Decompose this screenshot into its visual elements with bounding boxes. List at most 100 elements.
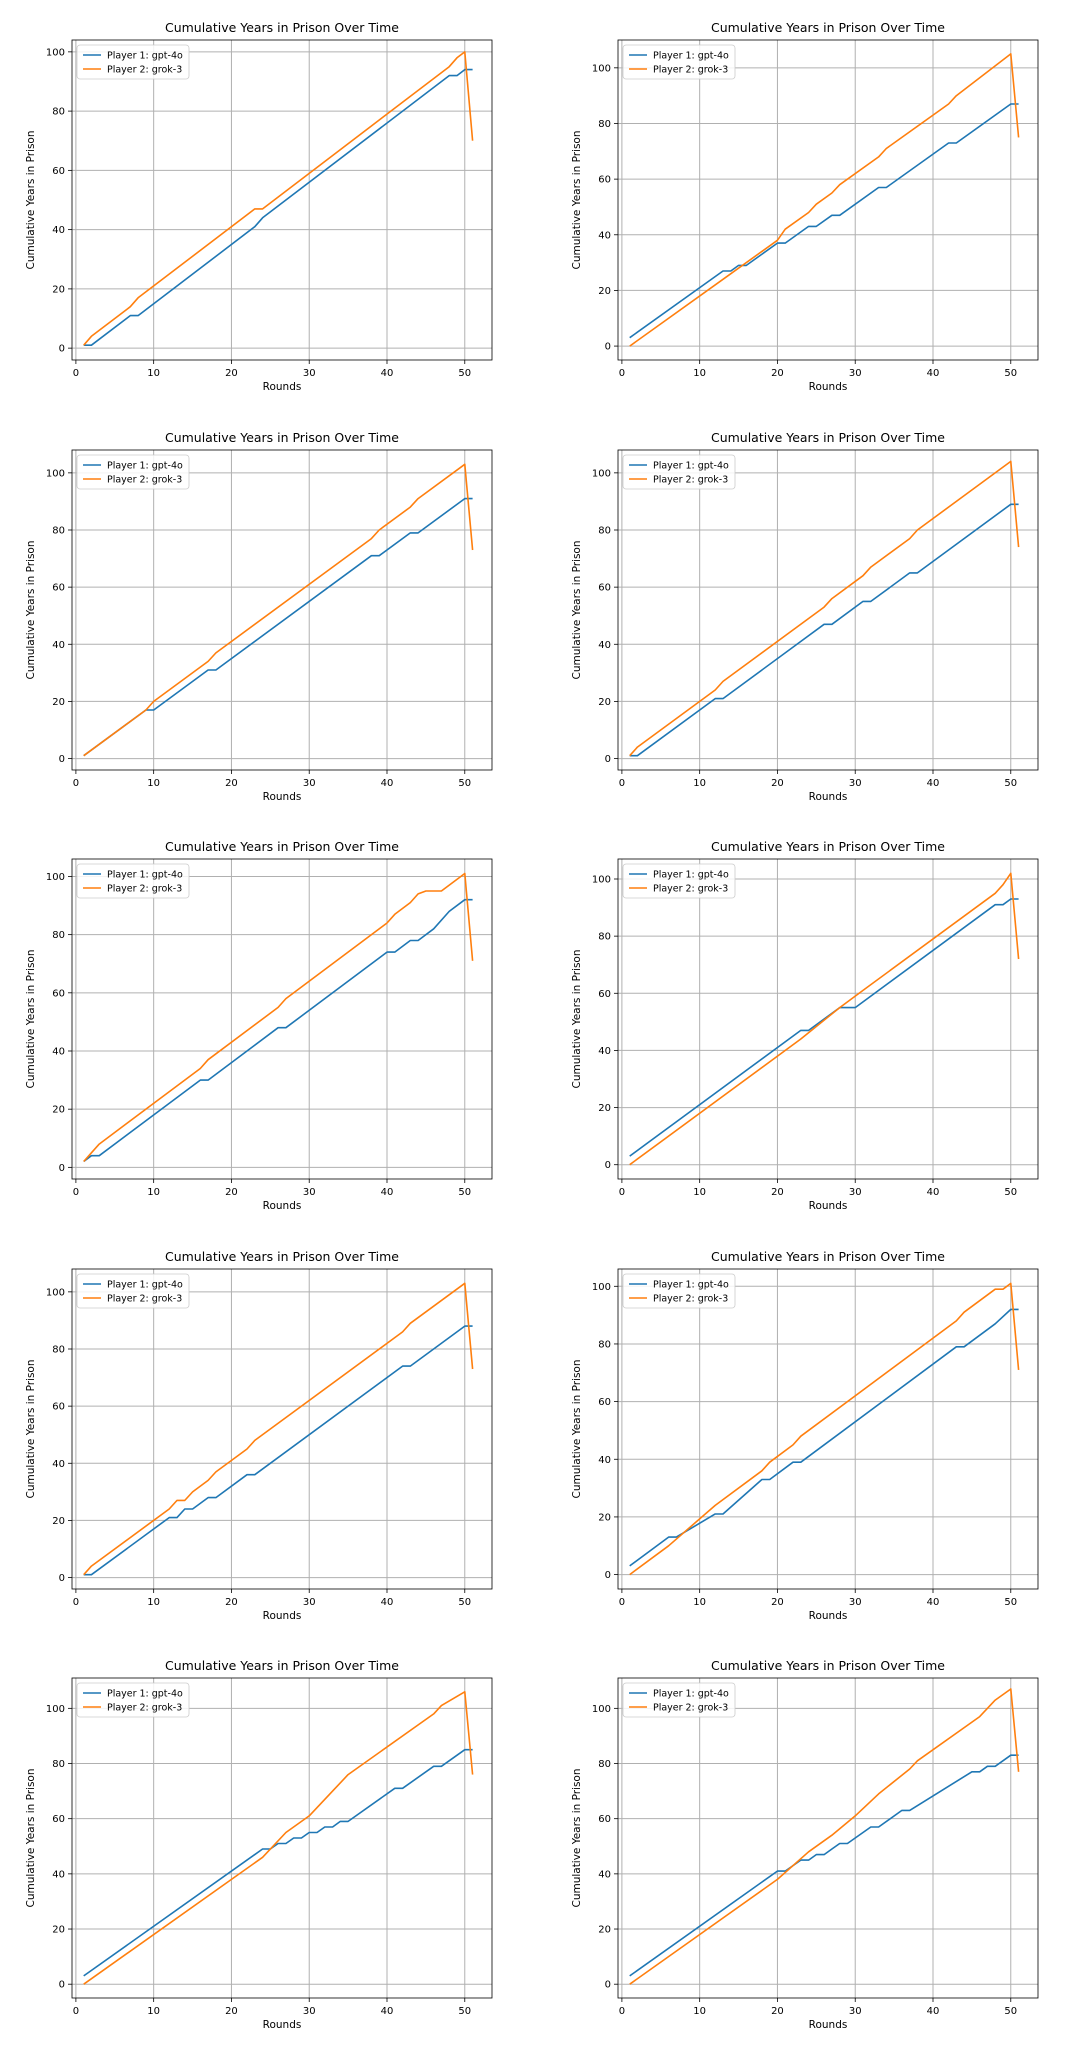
- x-tick-label: 50: [1004, 778, 1017, 789]
- y-tick-label: 60: [598, 175, 611, 186]
- gridlines: [618, 859, 1038, 1180]
- x-tick-label: 0: [73, 2006, 79, 2017]
- plot-frame: [617, 449, 1039, 770]
- y-tick-label: 0: [605, 1570, 611, 1581]
- legend-label-player1: Player 1: gpt-4o: [653, 870, 729, 881]
- y-tick-label: 60: [598, 582, 611, 593]
- legend-label-player2: Player 2: grok-3: [653, 1703, 728, 1714]
- y-tick-label: 60: [52, 582, 65, 593]
- chart-6: 0 10 20 30 40 50 0 20 40 60 80 100 Cumulative Years …: [571, 839, 1039, 1212]
- legend-label-player2: Player 2: grok-3: [107, 474, 182, 485]
- y-tick-label: 100: [46, 1704, 65, 1715]
- x-tick-label: 30: [303, 778, 316, 789]
- y-tick-label: 0: [59, 754, 65, 765]
- y-tick-label: 80: [52, 107, 65, 118]
- series-line-player1: [83, 1749, 473, 1977]
- x-tick-label: 20: [225, 2006, 238, 2017]
- y-tick-label: 100: [46, 47, 65, 58]
- y-tick-label: 80: [598, 932, 611, 943]
- x-tick-label: 20: [225, 1597, 238, 1608]
- x-tick-label: 10: [693, 368, 706, 379]
- legend-label-player2: Player 2: grok-3: [653, 474, 728, 485]
- x-tick-label: 30: [303, 1187, 316, 1198]
- x-tick-label: 50: [458, 1597, 471, 1608]
- legend: Player 1: gpt-4o Player 2: grok-3: [76, 1682, 190, 1718]
- legend-label-player2: Player 2: grok-3: [653, 884, 728, 895]
- legend: Player 1: gpt-4o Player 2: grok-3: [622, 1273, 736, 1309]
- legend-label-player1: Player 1: gpt-4o: [107, 50, 183, 61]
- x-tick-label: 30: [849, 1187, 862, 1198]
- series-line-player2: [83, 51, 474, 346]
- x-tick-label: 30: [849, 368, 862, 379]
- gridlines: [618, 449, 1038, 770]
- legend-box: [76, 1682, 190, 1718]
- chart-title: Cumulative Years in Prison Over Time: [165, 20, 399, 35]
- legend-label-player2: Player 2: grok-3: [107, 884, 182, 895]
- y-axis-label: Cumulative Years in Prison: [25, 131, 37, 270]
- y-tick-label: 80: [598, 525, 611, 536]
- legend: Player 1: gpt-4o Player 2: grok-3: [622, 863, 736, 899]
- plot-frame: [617, 858, 1039, 1180]
- x-tick-label: 30: [303, 368, 316, 379]
- y-tick-label: 20: [52, 1925, 65, 1936]
- y-tick-label: 40: [52, 1047, 65, 1058]
- y-axis-label: Cumulative Years in Prison: [571, 1359, 583, 1498]
- series-line-player2: [629, 53, 1020, 347]
- x-tick-label: 50: [1004, 1187, 1017, 1198]
- x-tick-label: 20: [771, 368, 784, 379]
- x-tick-label: 40: [927, 2006, 940, 2017]
- x-tick-label: 20: [771, 778, 784, 789]
- legend-label-player1: Player 1: gpt-4o: [107, 1279, 183, 1290]
- chart-3: 0 10 20 30 40 50 0 20 40 60 80 100 Cumulative Years …: [25, 430, 493, 803]
- y-tick-label: 100: [46, 872, 65, 883]
- gridlines: [72, 39, 492, 360]
- x-tick-label: 30: [303, 1597, 316, 1608]
- y-tick-label: 0: [605, 1980, 611, 1991]
- legend-box: [622, 44, 736, 80]
- y-axis-label: Cumulative Years in Prison: [25, 1359, 37, 1498]
- legend: Player 1: gpt-4o Player 2: grok-3: [76, 863, 190, 899]
- y-axis-label: Cumulative Years in Prison: [25, 540, 37, 679]
- chart-title: Cumulative Years in Prison Over Time: [711, 1658, 945, 1673]
- x-tick-label: 20: [225, 1187, 238, 1198]
- x-tick-label: 40: [381, 368, 394, 379]
- series-line-player2: [83, 1691, 474, 1986]
- x-tick-label: 20: [225, 368, 238, 379]
- legend-label-player1: Player 1: gpt-4o: [107, 460, 183, 471]
- x-tick-label: 30: [849, 778, 862, 789]
- y-tick-label: 40: [598, 1046, 611, 1057]
- gridlines: [72, 449, 492, 770]
- x-tick-label: 50: [1004, 368, 1017, 379]
- series-line-player1: [629, 503, 1019, 757]
- series-line-player1: [629, 1754, 1019, 1977]
- y-tick-label: 80: [52, 525, 65, 536]
- chart-10: 0 10 20 30 40 50 0 20 40 60 80 100 Cumulative Years …: [571, 1658, 1039, 2031]
- legend-box: [76, 863, 190, 899]
- y-tick-label: 40: [598, 230, 611, 241]
- legend-label-player2: Player 2: grok-3: [107, 64, 182, 75]
- x-tick-label: 10: [693, 2006, 706, 2017]
- x-axis-label: Rounds: [809, 1610, 848, 1622]
- x-tick-label: 10: [693, 1597, 706, 1608]
- y-tick-label: 60: [52, 1401, 65, 1412]
- chart-2: 0 10 20 30 40 50 0 20 40 60 80 100 Cumulative Years …: [571, 20, 1039, 393]
- y-tick-label: 20: [52, 284, 65, 295]
- y-tick-label: 0: [59, 1163, 65, 1174]
- legend-label-player2: Player 2: grok-3: [653, 1293, 728, 1304]
- y-tick-label: 100: [46, 468, 65, 479]
- x-tick-label: 50: [458, 368, 471, 379]
- gridlines: [72, 1678, 492, 1999]
- x-axis-label: Rounds: [809, 381, 848, 393]
- legend-label-player1: Player 1: gpt-4o: [107, 1689, 183, 1700]
- legend: Player 1: gpt-4o Player 2: grok-3: [76, 454, 190, 489]
- y-tick-label: 80: [52, 930, 65, 941]
- x-axis-label: Rounds: [263, 1610, 302, 1622]
- y-tick-label: 20: [52, 1516, 65, 1527]
- legend-box: [76, 1273, 190, 1309]
- chart-title: Cumulative Years in Prison Over Time: [711, 430, 945, 445]
- x-tick-label: 10: [147, 1187, 160, 1198]
- y-axis-label: Cumulative Years in Prison: [571, 1769, 583, 1908]
- y-tick-label: 40: [52, 1459, 65, 1470]
- legend: Player 1: gpt-4o Player 2: grok-3: [622, 44, 736, 80]
- legend-box: [76, 44, 190, 80]
